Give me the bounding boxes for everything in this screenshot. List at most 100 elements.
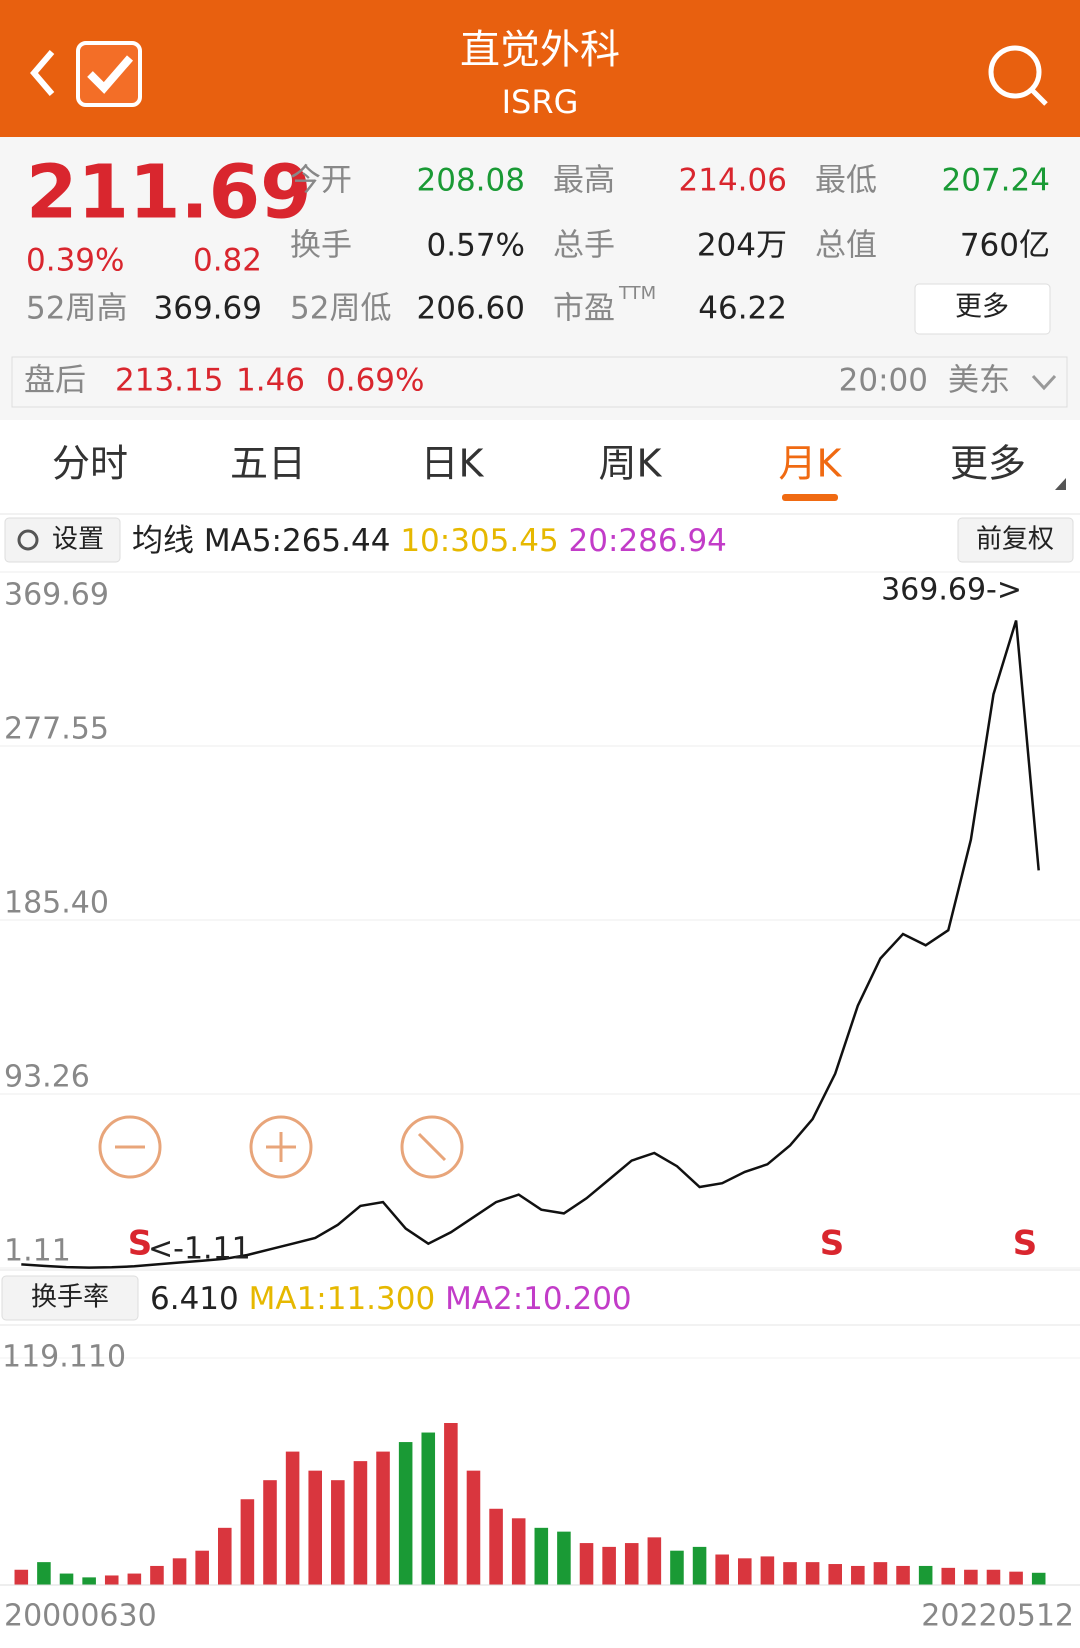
bar [104,1575,119,1585]
bar [602,1546,616,1585]
value: 208.08 [417,163,525,199]
settings-button[interactable] [4,517,121,563]
bar [82,1577,96,1585]
zoom-out[interactable] [98,1115,162,1179]
bar [489,1508,503,1585]
label: 最低 [815,163,877,199]
turnover-value: 6.410 [150,1281,239,1317]
more-button[interactable] [914,283,1051,335]
tab[interactable]: 周K [599,442,663,486]
turnover-title: 换手率 [31,1283,109,1313]
ma20: 20:286.94 [569,523,727,559]
bar [398,1442,413,1585]
bar [805,1562,820,1585]
dropdown-corner [1055,478,1066,490]
turnover-button[interactable] [1,1275,139,1321]
label-sup: TTM [618,283,656,304]
value: 207.24 [942,163,1050,199]
tab[interactable]: 日K [421,442,485,486]
stock-name: 直觉外科 [460,27,620,73]
bar [1031,1572,1046,1585]
bar [896,1565,910,1585]
icon [417,1132,447,1162]
ma1: MA1:11.300 [249,1281,436,1317]
bar [828,1564,842,1585]
bar [285,1451,300,1585]
gear-icon [17,529,39,551]
bar [783,1562,797,1585]
zoom-in[interactable] [249,1115,313,1179]
value: 204万 [697,228,787,264]
bar [692,1546,707,1585]
ma-label: 均线 [132,523,194,559]
search-handle [1030,88,1048,106]
bar [308,1470,322,1585]
y-tick-label: 185.40 [4,886,109,921]
tab[interactable]: 月K [779,442,843,486]
market: 美东 [948,363,1010,399]
bar [557,1531,571,1585]
bar [37,1562,51,1585]
label: 换手 [290,228,352,264]
price: 211.69 [26,150,312,236]
y-tick-label: 1.11 [4,1234,71,1269]
tab-indicator [782,494,838,501]
bar [263,1480,277,1585]
bar [353,1461,368,1585]
bar [172,1558,187,1585]
stock-code: ISRG [502,83,579,121]
tab[interactable]: 分时 [52,442,128,486]
price-line [21,620,1040,1269]
back-button[interactable] [30,50,55,96]
bar [511,1518,526,1585]
bar [59,1573,74,1585]
adjust-button[interactable] [957,517,1074,563]
label: 总值 [815,228,877,264]
bar [14,1569,29,1585]
value: 0.69% [326,363,424,399]
annotation: S [820,1224,845,1264]
change-pct: 0.39% [26,243,124,279]
label: 52周高 [26,291,127,327]
value: 214.06 [679,163,787,199]
bar [195,1550,209,1585]
settings-label: 设置 [52,525,104,555]
bar [986,1569,1001,1585]
bar [331,1480,345,1585]
bar [851,1565,865,1585]
fullscreen[interactable] [400,1115,464,1179]
bar [579,1543,594,1585]
search-button[interactable] [988,45,1042,99]
annotation: S [1013,1224,1038,1264]
chevron[interactable] [1031,374,1057,391]
adjust-label: 前复权 [976,525,1054,555]
y-tick-label: 369.69 [4,578,109,613]
bar [534,1527,549,1585]
annotation: <-1.11 [148,1232,251,1267]
value: 213.15 [115,363,223,399]
bar [218,1527,232,1585]
ma10: 10:305.45 [400,523,558,559]
annotation: S [128,1224,153,1264]
x-tick-label: 20220512 [921,1599,1074,1634]
change: 0.82 [193,243,262,279]
x-tick-label: 20000630 [4,1599,157,1634]
time: 20:00 [839,363,928,399]
label: 最高 [553,163,615,199]
bar [715,1554,729,1585]
header-bar [0,0,1080,137]
bar [444,1423,458,1585]
tab[interactable]: 更多 [950,442,1026,486]
tab[interactable]: 五日 [230,442,306,486]
watch-toggle[interactable] [76,41,142,107]
bar [647,1537,662,1585]
bar [150,1565,164,1585]
ma5: MA5:265.44 [204,523,391,559]
value: 760亿 [960,228,1050,264]
after-hours-bar [11,356,1068,408]
bar [421,1432,436,1585]
bar [624,1543,639,1585]
bar [873,1562,888,1585]
y-tick-label: 277.55 [4,711,109,746]
